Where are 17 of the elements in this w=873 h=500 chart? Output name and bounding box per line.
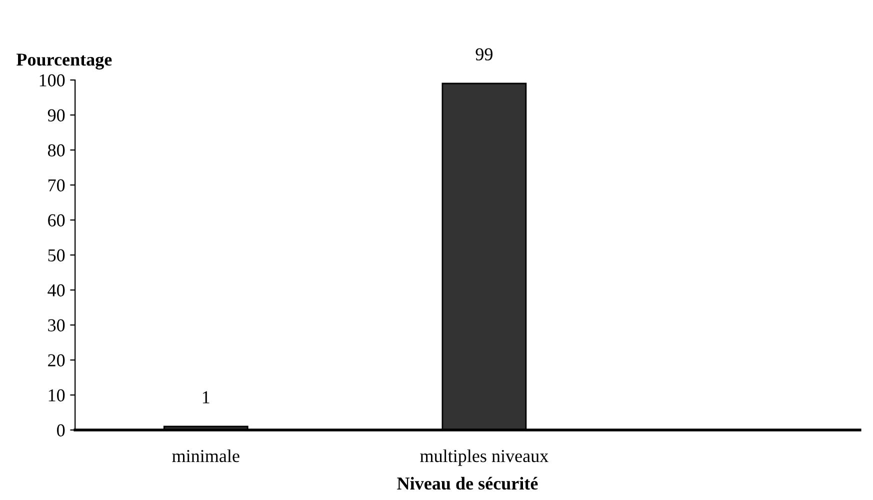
y-axis-title: Pourcentage (16, 54, 112, 70)
data-label: 99 (476, 48, 492, 60)
y-tick-label: 10 (48, 389, 65, 402)
y-tick-label: 90 (48, 109, 65, 122)
y-tick-label: 100 (40, 74, 65, 86)
x-tick-label: minimale (172, 449, 240, 462)
y-tick-label: 60 (48, 214, 65, 226)
x-axis-title: Niveau de sécurité (397, 476, 538, 490)
y-tick-label: 30 (48, 319, 65, 332)
y-tick-label: 0 (57, 424, 65, 436)
y-tick-label: 80 (48, 144, 65, 156)
y-tick-label: 20 (48, 354, 65, 366)
data-label: 1 (202, 391, 210, 404)
y-tick-label: 70 (48, 179, 65, 192)
y-tick-label: 50 (48, 249, 65, 262)
x-tick-label: multiples niveaux (420, 449, 548, 466)
y-tick-label: 40 (48, 284, 65, 296)
